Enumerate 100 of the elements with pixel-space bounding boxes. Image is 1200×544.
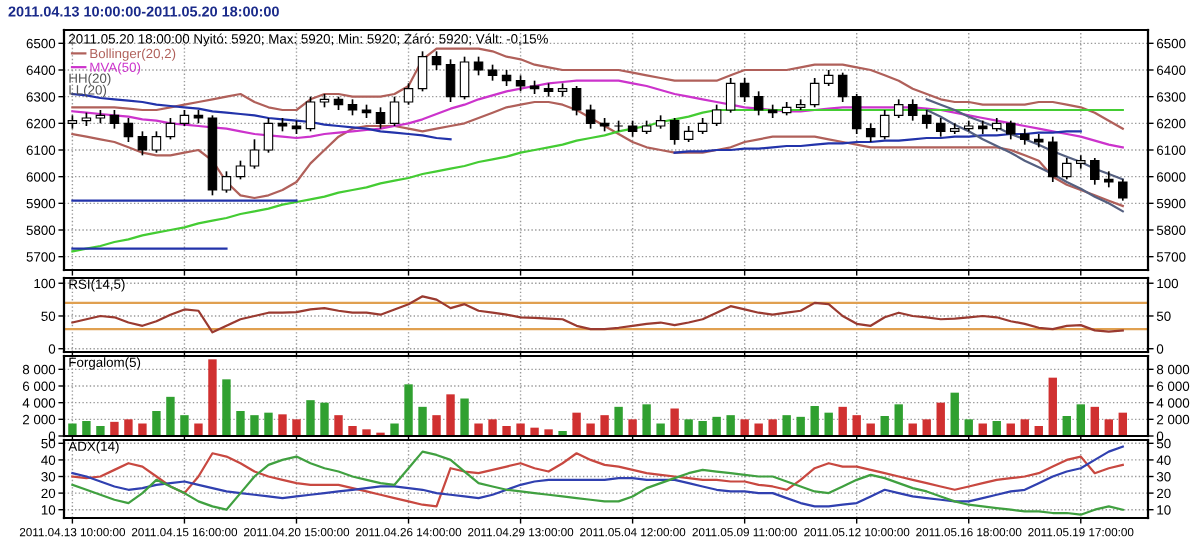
bar <box>684 419 693 436</box>
candlestick <box>837 71 848 103</box>
bar <box>1062 416 1071 436</box>
bar <box>446 394 455 436</box>
bar <box>488 419 497 436</box>
bar <box>712 416 721 436</box>
bar <box>418 406 427 436</box>
candlestick <box>865 122 876 143</box>
candlestick <box>1005 119 1016 141</box>
candlestick <box>879 109 890 141</box>
bar <box>236 411 245 436</box>
candlestick <box>389 95 400 127</box>
candlestick <box>109 109 120 130</box>
bar <box>866 423 875 436</box>
bar <box>460 398 469 436</box>
candlestick <box>669 117 680 146</box>
candlestick <box>151 130 162 154</box>
candlestick <box>305 95 316 133</box>
bar <box>292 419 301 436</box>
bar <box>600 415 609 436</box>
bar <box>138 423 147 436</box>
candlestick <box>165 117 176 141</box>
bar <box>278 414 287 436</box>
bar <box>950 392 959 436</box>
bar <box>1118 412 1127 436</box>
bar <box>810 406 819 436</box>
bar <box>726 415 735 436</box>
bar <box>530 427 539 436</box>
candlestick <box>235 159 246 181</box>
bar <box>390 423 399 436</box>
candlestick <box>123 117 134 143</box>
candlestick <box>137 130 148 157</box>
bar <box>544 429 553 436</box>
bar <box>432 415 441 436</box>
candlestick <box>907 98 918 122</box>
bar <box>1048 377 1057 436</box>
candlestick <box>753 90 764 117</box>
bar <box>264 412 273 436</box>
bar <box>642 404 651 436</box>
bar <box>698 421 707 436</box>
bar <box>68 423 77 436</box>
bar <box>166 396 175 436</box>
candlestick <box>585 103 596 130</box>
candlestick <box>459 55 470 101</box>
bar <box>320 402 329 436</box>
bar <box>1020 419 1029 436</box>
candlestick <box>1090 157 1100 186</box>
bar <box>152 411 161 436</box>
bar <box>334 415 343 436</box>
bar <box>572 412 581 436</box>
bar <box>824 412 833 436</box>
candlestick <box>473 55 484 77</box>
bar <box>404 384 413 436</box>
candlestick <box>263 117 274 154</box>
candlestick <box>431 50 442 71</box>
candlestick <box>1048 135 1058 183</box>
candlestick <box>375 106 386 130</box>
bar <box>1090 406 1099 436</box>
candlestick <box>725 77 736 114</box>
bar <box>362 429 371 436</box>
bar <box>502 426 511 436</box>
candlestick <box>1062 157 1072 181</box>
bar <box>208 359 217 436</box>
candlestick <box>417 50 428 93</box>
bar <box>754 423 763 436</box>
bar <box>838 406 847 436</box>
line-series <box>71 295 1124 334</box>
candlestick <box>809 77 820 109</box>
bar <box>796 416 805 436</box>
line-series <box>71 47 1124 130</box>
bar <box>614 406 623 436</box>
bar <box>82 421 91 436</box>
bar <box>768 419 777 436</box>
bar <box>516 423 525 436</box>
bar <box>180 415 189 436</box>
candlestick <box>1118 178 1128 202</box>
bar <box>880 416 889 436</box>
candlestick <box>445 58 456 103</box>
line-series <box>925 108 1124 213</box>
bar <box>306 400 315 436</box>
bar <box>474 423 483 436</box>
line-series <box>925 98 1124 181</box>
bar <box>782 415 791 436</box>
candlestick <box>221 170 232 194</box>
bar <box>348 426 357 436</box>
bar <box>124 419 133 436</box>
bar <box>936 402 945 436</box>
candlestick <box>935 117 946 138</box>
candlestick <box>921 109 932 130</box>
candlestick <box>403 82 414 106</box>
candlestick <box>711 103 722 127</box>
bar <box>586 423 595 436</box>
bar <box>964 419 973 436</box>
bar <box>894 404 903 436</box>
bar <box>922 419 931 436</box>
candlestick <box>571 85 582 117</box>
bar <box>656 423 665 436</box>
bar <box>250 415 259 436</box>
bar <box>628 419 637 436</box>
bar <box>1104 419 1113 436</box>
